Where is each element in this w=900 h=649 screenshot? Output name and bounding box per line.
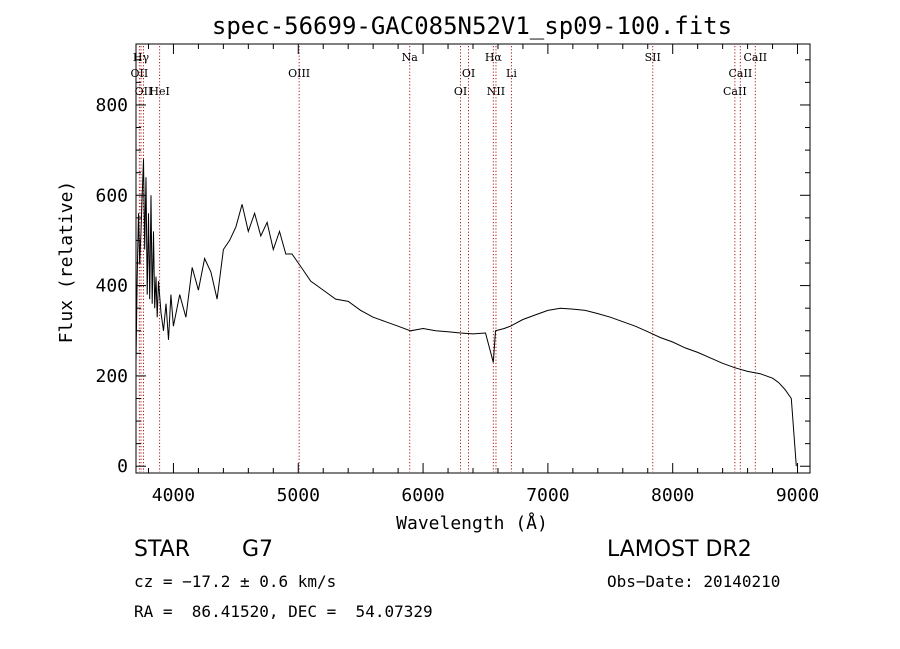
- object-class: STAR: [134, 537, 191, 562]
- x-tick-label: 7000: [526, 485, 569, 506]
- line-label: CaII: [723, 85, 747, 98]
- line-label: Na: [402, 51, 419, 64]
- x-tick-label: 5000: [277, 485, 320, 506]
- x-tick-label: 8000: [651, 485, 694, 506]
- subclass: G7: [242, 537, 274, 562]
- coordinates: RA = 86.41520, DEC = 54.07329: [134, 602, 433, 621]
- x-axis-label: Wavelength (Å): [396, 512, 548, 534]
- chart-title: spec-56699-GAC085N52V1_sp09-100.fits: [212, 12, 732, 40]
- line-label: HeI: [149, 85, 169, 98]
- line-label: Hα: [485, 51, 503, 64]
- y-tick-label: 800: [95, 95, 128, 116]
- y-tick-label: 200: [95, 366, 128, 387]
- redshift-velocity: cz = −17.2 ± 0.6 km/s: [134, 572, 337, 591]
- line-label: CaII: [729, 67, 753, 80]
- emission-line-markers: [138, 46, 756, 472]
- survey-name: LAMOST DR2: [607, 537, 752, 562]
- line-label: NII: [487, 85, 505, 98]
- spectrum-line: [135, 159, 797, 467]
- line-label: OIII: [288, 67, 310, 80]
- line-label: OII: [131, 67, 149, 80]
- line-label: Li: [506, 67, 517, 80]
- y-tick-label: 0: [117, 456, 128, 477]
- y-tick-label: 400: [95, 276, 128, 297]
- line-label: CaII: [743, 51, 767, 64]
- x-tick-label: 4000: [152, 485, 195, 506]
- x-tick-label: 9000: [776, 485, 819, 506]
- x-tick-label: 6000: [401, 485, 444, 506]
- y-tick-label: 600: [95, 185, 128, 206]
- y-axis-label: Flux (relative): [56, 181, 77, 344]
- observation-date: Obs−Date: 20140210: [607, 572, 781, 591]
- line-label: OII: [135, 85, 153, 98]
- line-label: SII: [645, 51, 661, 64]
- line-label: OI: [462, 67, 475, 80]
- plot-frame: [135, 43, 811, 474]
- line-label: OI: [454, 85, 467, 98]
- axis-tick-labels: 4000 5000 6000 7000 8000 9000 0 200 400 600 800: [95, 95, 819, 506]
- axis-ticks: [136, 44, 810, 473]
- line-label: Hγ: [133, 51, 150, 64]
